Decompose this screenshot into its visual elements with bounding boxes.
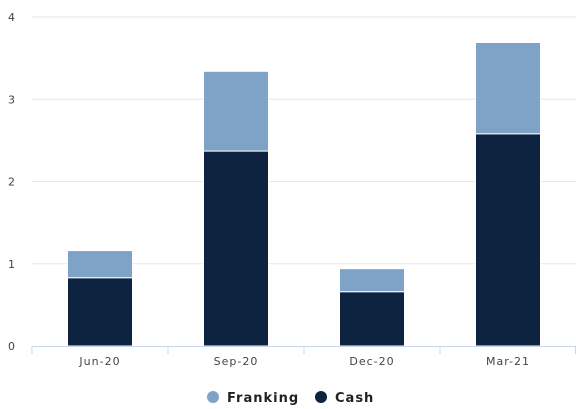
bar-cash[interactable] [339,291,405,347]
bar-franking[interactable] [475,41,541,135]
legend-swatch [315,391,327,403]
bar-cash[interactable] [203,150,269,347]
x-tick-label: Sep-20 [214,355,259,368]
bar-franking[interactable] [339,268,405,293]
y-tick-label: 0 [8,340,15,353]
bar-stack-sep-20 [203,70,269,347]
bars [67,41,541,347]
legend-label: Franking [227,391,299,406]
bar-cash[interactable] [67,277,133,347]
legend-label: Cash [335,391,374,406]
y-tick-label: 1 [8,258,15,271]
bar-stack-dec-20 [339,268,405,347]
bar-stack-mar-21 [475,41,541,347]
y-tick-label: 2 [8,176,15,189]
bar-franking[interactable] [67,250,133,279]
x-tick-label: Dec-20 [349,355,394,368]
bar-stack-jun-20 [67,250,133,347]
x-tick-label: Mar-21 [486,355,530,368]
bar-franking[interactable] [203,70,269,152]
x-tick-label: Jun-20 [78,355,120,368]
y-axis-ticks: 0 1 2 3 4 [8,11,15,353]
legend-item-cash[interactable]: Cash [315,391,374,406]
legend-swatch [207,391,219,403]
y-tick-label: 4 [8,11,15,24]
legend: Franking Cash [207,391,374,406]
bar-cash[interactable] [475,133,541,347]
legend-item-franking[interactable]: Franking [207,391,299,406]
x-axis-ticks: Jun-20 Sep-20 Dec-20 Mar-21 [31,346,576,368]
y-tick-label: 3 [8,93,15,106]
